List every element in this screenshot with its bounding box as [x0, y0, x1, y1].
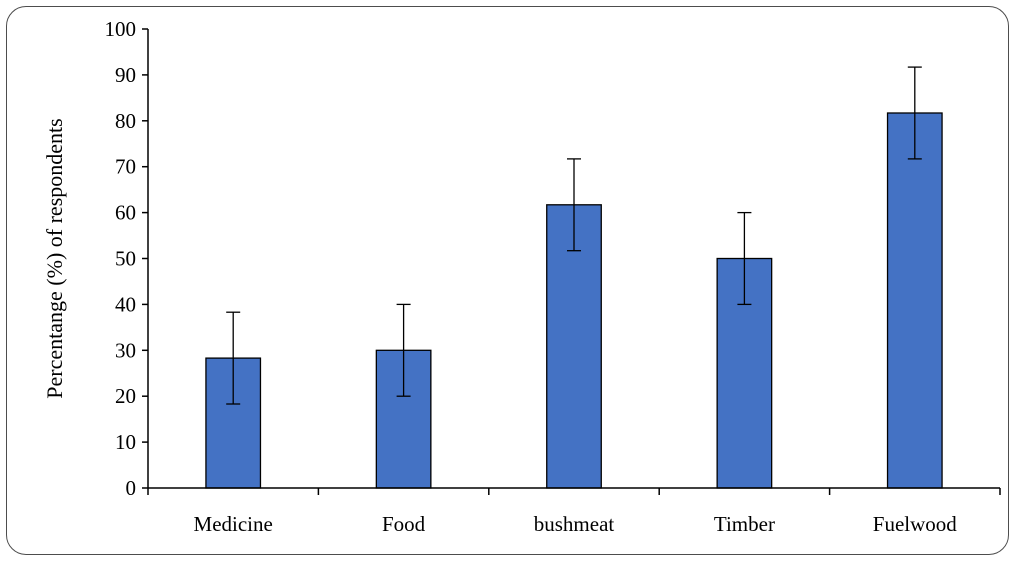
y-axis-title: Percentange (%) of respondents — [42, 118, 67, 398]
y-tick-label: 30 — [115, 338, 136, 362]
bars — [205, 112, 943, 489]
error-bar-medicine — [226, 311, 241, 405]
x-tick-label: Medicine — [194, 512, 273, 536]
y-tick-label: 60 — [115, 201, 136, 225]
bar-bushmeat — [546, 204, 602, 489]
error-bars — [226, 66, 922, 405]
y-tick-label: 0 — [126, 476, 137, 500]
y-tick-label: 100 — [105, 17, 137, 41]
error-bar-fuelwood — [907, 66, 922, 160]
bar-fuelwood — [886, 112, 943, 489]
y-tick-label: 20 — [115, 384, 136, 408]
y-tick-label: 40 — [115, 292, 136, 316]
x-tick-label: Food — [382, 512, 426, 536]
error-bar-food — [396, 303, 411, 397]
y-axis-ticks: 0 10 20 30 40 50 60 70 80 90 100 — [105, 17, 148, 500]
y-tick-label: 90 — [115, 63, 136, 87]
error-bar-timber — [737, 211, 752, 306]
x-tick-label: bushmeat — [534, 512, 615, 536]
x-tick-label: Fuelwood — [873, 512, 958, 536]
chart-frame — [6, 6, 1009, 555]
y-tick-label: 80 — [115, 109, 136, 133]
y-tick-label: 50 — [115, 247, 136, 271]
error-bar-bushmeat — [567, 158, 581, 252]
y-tick-label: 10 — [115, 430, 136, 454]
y-tick-label: 70 — [115, 155, 136, 179]
x-tick-label: Timber — [714, 512, 775, 536]
x-axis-ticks: Medicine Food bushmeat Timber Fuelwood — [147, 488, 1001, 536]
